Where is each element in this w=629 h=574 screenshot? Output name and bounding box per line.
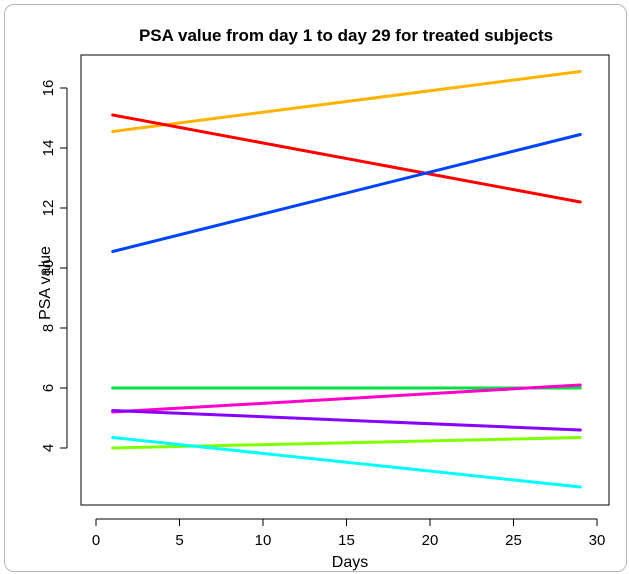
y-tick-label: 8 — [40, 324, 57, 332]
x-axis: 0 5 10 15 20 25 30 — [92, 518, 606, 549]
series-layer — [111, 70, 582, 489]
y-axis: 4 6 8 10 12 14 16 — [40, 80, 68, 452]
x-axis-label: Days — [332, 554, 368, 571]
series-line-6 — [111, 409, 582, 432]
series-line-1 — [111, 70, 582, 133]
series-line-8 — [111, 436, 582, 489]
series-line-2 — [111, 113, 582, 204]
series-line-3 — [111, 133, 582, 253]
y-tick-label: 14 — [40, 140, 57, 157]
x-tick-label: 20 — [422, 532, 439, 549]
x-tick-label: 0 — [92, 532, 100, 549]
y-tick-label: 6 — [40, 384, 57, 392]
chart-title: PSA value from day 1 to day 29 for treat… — [139, 26, 553, 45]
series-line-5 — [111, 383, 582, 414]
plot-area-box — [80, 54, 610, 506]
x-tick-label: 10 — [255, 532, 272, 549]
y-tick-label: 10 — [40, 260, 57, 277]
y-tick-label: 16 — [40, 80, 57, 97]
y-tick-label: 4 — [40, 444, 57, 452]
x-tick-label: 15 — [338, 532, 355, 549]
y-tick-label: 12 — [40, 200, 57, 217]
x-tick-label: 25 — [505, 532, 522, 549]
x-tick-label: 30 — [589, 532, 606, 549]
x-tick-label: 5 — [175, 532, 183, 549]
figure-frame — [4, 4, 627, 572]
y-axis-label: PSA value — [37, 246, 54, 320]
